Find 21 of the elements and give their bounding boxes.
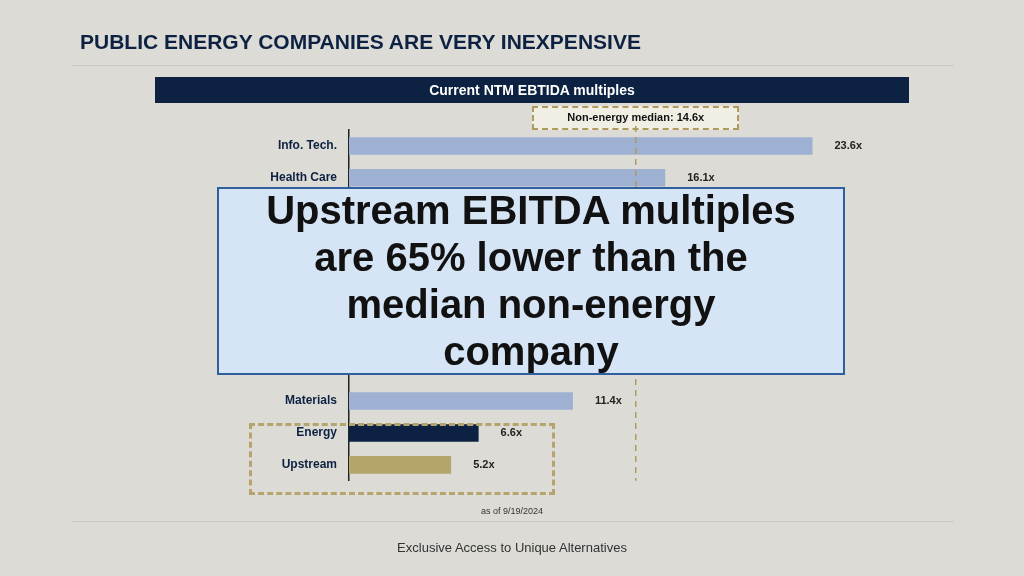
chart-subtitle: Current NTM EBTIDA multiples [155, 77, 909, 103]
data-label: 11.4x [594, 394, 623, 407]
ref-line-label: Non-energy median: 14.6x [567, 111, 706, 124]
chart-title: PUBLIC ENERGY COMPANIES ARE VERY INEXPENSIVE [80, 30, 641, 54]
y-tick-label: Materials [284, 393, 338, 408]
bar [349, 169, 666, 187]
y-tick-label: Energy [296, 425, 338, 440]
bar [349, 137, 813, 155]
y-tick-label: Health Care [270, 170, 338, 185]
bar [349, 456, 452, 474]
data-label: 23.6x [834, 138, 863, 151]
y-tick-label: Upstream [281, 457, 337, 472]
annotation: Upstream EBITDA multiples are 65% lower than the median non-energy company [217, 187, 845, 375]
bar [349, 392, 573, 410]
y-tick-label: Info. Tech. [277, 138, 337, 153]
bar [349, 424, 479, 442]
text: Exclusive Access to Unique Alternatives [396, 540, 628, 555]
data-label: 16.1x [687, 170, 716, 183]
text: as of 9/19/2024 [479, 506, 545, 516]
data-label: 6.6x [500, 425, 523, 438]
data-label: 5.2x [473, 457, 496, 470]
